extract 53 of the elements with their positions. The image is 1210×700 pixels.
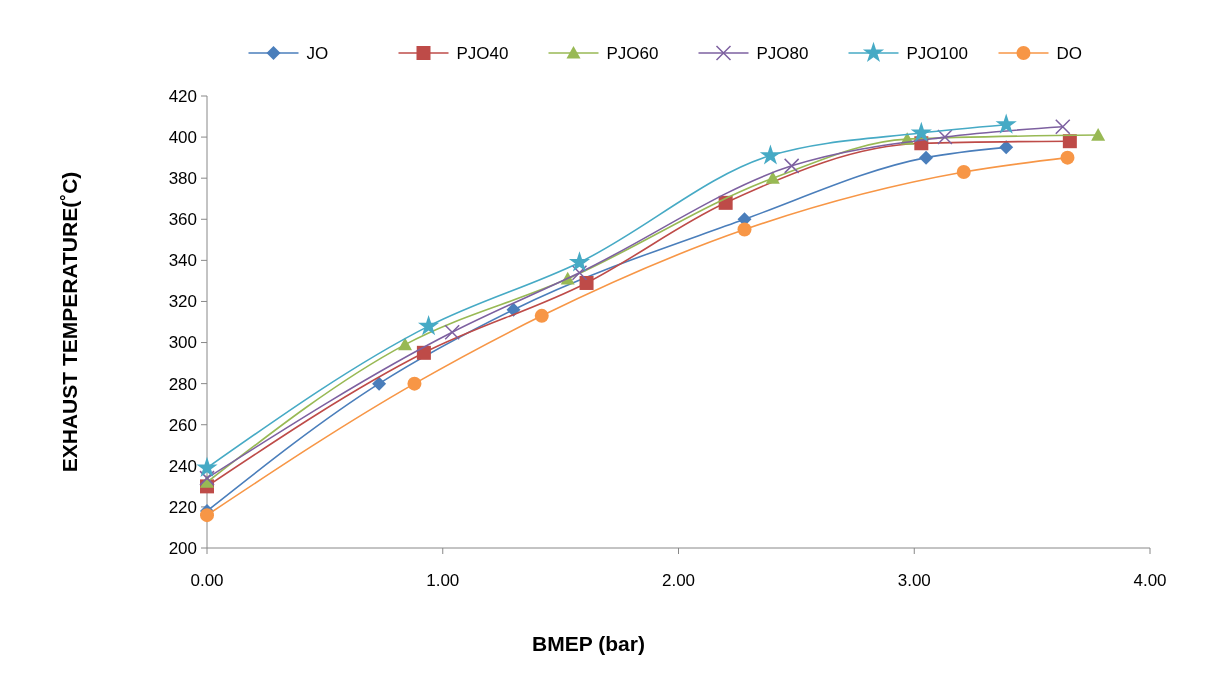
point — [579, 275, 594, 290]
point — [199, 470, 215, 486]
y-tick-label: 400 — [168, 128, 197, 148]
x-tick-label: 2.00 — [661, 571, 696, 590]
point — [417, 314, 440, 336]
y-tick-label: 220 — [168, 497, 197, 517]
legend-label: PJO100 — [906, 43, 968, 63]
point — [1055, 119, 1071, 135]
y-tick-label: 320 — [168, 292, 197, 312]
point — [534, 308, 549, 323]
legend-label: DO — [1056, 43, 1082, 63]
point — [765, 171, 780, 184]
x-tick-label: 4.00 — [1133, 571, 1167, 590]
point — [506, 302, 521, 317]
legend-label: JO — [306, 43, 329, 63]
y-tick-label: 280 — [168, 374, 197, 394]
point — [737, 222, 752, 237]
point — [1060, 150, 1075, 165]
point — [407, 376, 422, 391]
y-tick-label: 380 — [168, 169, 197, 189]
y-tick-label: 360 — [168, 210, 197, 230]
point — [995, 113, 1017, 134]
x-tick-label: 1.00 — [426, 571, 460, 590]
x-tick-label: 0.00 — [190, 571, 224, 590]
point — [910, 121, 932, 143]
point — [956, 165, 971, 180]
point — [999, 140, 1014, 155]
point — [196, 456, 218, 477]
y-tick-label: 340 — [168, 251, 197, 271]
point — [398, 337, 413, 351]
point — [1091, 128, 1106, 141]
point — [571, 264, 588, 281]
y-tick-label: 260 — [168, 415, 197, 435]
point — [568, 251, 591, 272]
y-tick-label: 420 — [168, 86, 197, 106]
y-tick-label: 240 — [168, 456, 197, 476]
point — [919, 150, 934, 165]
point — [372, 376, 387, 391]
point — [783, 158, 800, 174]
point — [937, 129, 953, 145]
legend-label: PJO80 — [756, 43, 809, 63]
point — [416, 345, 431, 360]
x-tick-label: 3.00 — [897, 571, 931, 590]
point — [1062, 134, 1077, 149]
legend-label: PJO40 — [456, 43, 509, 63]
point — [200, 508, 214, 523]
point — [444, 324, 460, 341]
legend-label: PJO60 — [606, 43, 659, 63]
y-tick-label: 200 — [168, 538, 197, 558]
point — [759, 144, 782, 165]
y-axis-title: EXHAUST TEMPERATURE(˚C) — [58, 171, 81, 473]
x-axis-title: BMEP (bar) — [532, 632, 645, 655]
y-tick-label: 300 — [168, 333, 197, 353]
